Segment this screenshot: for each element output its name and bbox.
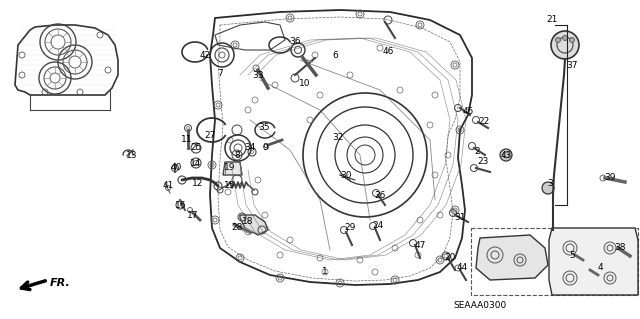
Text: 34: 34 [244, 144, 256, 152]
Text: 10: 10 [300, 78, 311, 87]
Text: 41: 41 [163, 181, 173, 189]
Text: 6: 6 [332, 50, 338, 60]
Text: 35: 35 [259, 123, 269, 132]
Text: 32: 32 [332, 133, 344, 143]
Text: SEAAA0300: SEAAA0300 [453, 300, 507, 309]
Text: FR.: FR. [50, 278, 70, 288]
Circle shape [542, 182, 554, 194]
Text: 27: 27 [204, 130, 216, 139]
Text: 31: 31 [454, 213, 466, 222]
Text: 36: 36 [289, 38, 301, 47]
Text: 45: 45 [462, 108, 474, 116]
Text: 20: 20 [444, 254, 456, 263]
Circle shape [500, 149, 512, 161]
Text: 5: 5 [569, 250, 575, 259]
Text: 23: 23 [477, 158, 489, 167]
Text: 14: 14 [190, 159, 202, 167]
Text: 26: 26 [374, 190, 386, 199]
Polygon shape [240, 215, 268, 235]
Text: 15: 15 [224, 181, 236, 189]
Text: 21: 21 [547, 16, 557, 25]
Text: 30: 30 [340, 170, 352, 180]
Text: 46: 46 [382, 48, 394, 56]
Text: 44: 44 [456, 263, 468, 272]
Text: 39: 39 [604, 174, 616, 182]
Text: 29: 29 [344, 224, 356, 233]
Circle shape [551, 31, 579, 59]
Text: 33: 33 [252, 70, 264, 79]
Text: 8: 8 [234, 151, 240, 160]
Text: 25: 25 [190, 144, 202, 152]
Text: 11: 11 [181, 136, 193, 145]
Bar [471, 228, 638, 295]
Text: 28: 28 [231, 224, 243, 233]
Polygon shape [476, 235, 548, 280]
Text: 40: 40 [170, 164, 182, 173]
Text: 3: 3 [547, 179, 553, 188]
Text: 7: 7 [217, 69, 223, 78]
Text: 38: 38 [614, 243, 626, 253]
Circle shape [570, 38, 575, 42]
Text: 16: 16 [175, 201, 187, 210]
Text: 4: 4 [597, 263, 603, 272]
Text: 18: 18 [243, 218, 253, 226]
Circle shape [563, 35, 568, 41]
Text: 42: 42 [200, 50, 211, 60]
Text: 43: 43 [500, 151, 512, 160]
Text: 2: 2 [474, 147, 480, 157]
Text: 19: 19 [224, 164, 236, 173]
Text: 17: 17 [188, 211, 199, 219]
Polygon shape [223, 162, 242, 175]
Text: 9: 9 [262, 144, 268, 152]
Text: 12: 12 [192, 179, 204, 188]
Text: 22: 22 [478, 116, 490, 125]
Text: 37: 37 [566, 61, 578, 70]
Text: 13: 13 [126, 151, 138, 160]
Circle shape [556, 38, 561, 42]
Text: 1: 1 [322, 266, 328, 276]
Text: 24: 24 [372, 220, 383, 229]
Polygon shape [549, 228, 638, 295]
Text: 47: 47 [414, 241, 426, 249]
